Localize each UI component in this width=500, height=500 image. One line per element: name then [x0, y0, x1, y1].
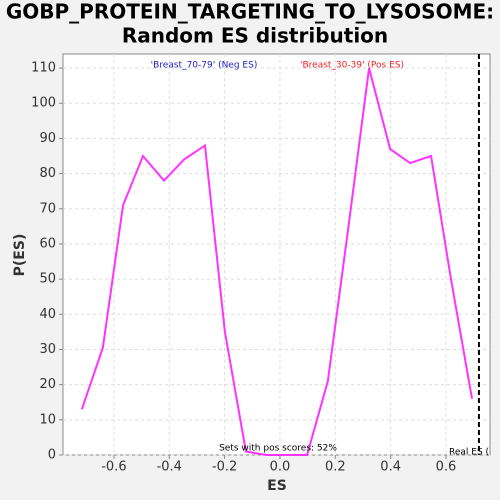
y-tick-label: 90 — [39, 131, 56, 146]
y-tick-label: 30 — [39, 342, 56, 357]
x-tick-label: 0.2 — [325, 460, 346, 475]
real-es-label: Real ES ( — [449, 448, 489, 458]
x-tick-label: -0.4 — [157, 460, 182, 475]
x-tick-label: 0.6 — [436, 460, 457, 475]
pos-label: 'Breast_30-39' (Pos ES) — [300, 61, 404, 71]
y-tick-label: 60 — [39, 236, 56, 251]
pos-scores: Sets with pos scores: 52% — [219, 444, 337, 454]
y-tick-label: 0 — [48, 448, 56, 463]
y-tick-label: 10 — [39, 412, 56, 427]
y-tick-label: 70 — [39, 201, 56, 216]
x-tick-label: 0.0 — [270, 460, 291, 475]
x-tick-label: -0.6 — [101, 460, 126, 475]
x-axis-label: ES — [267, 478, 287, 494]
y-tick-label: 50 — [39, 272, 56, 287]
series-line — [80, 67, 473, 456]
chart-title: GOBP_PROTEIN_TARGETING_TO_LYSOSOME: — [6, 0, 494, 24]
x-tick-label: -0.2 — [212, 460, 237, 475]
y-tick-label: 110 — [31, 61, 56, 76]
y-tick-label: 80 — [39, 166, 56, 181]
chart-title: Random ES distribution — [122, 24, 388, 48]
y-tick-label: 40 — [39, 307, 56, 322]
plot-area — [62, 53, 491, 456]
y-tick-label: 20 — [39, 377, 56, 392]
neg-label: 'Breast_70-79' (Neg ES) — [151, 61, 258, 71]
x-tick-label: 0.4 — [380, 460, 401, 475]
y-axis-label: P(ES) — [12, 234, 28, 277]
y-tick-label: 100 — [31, 96, 56, 111]
